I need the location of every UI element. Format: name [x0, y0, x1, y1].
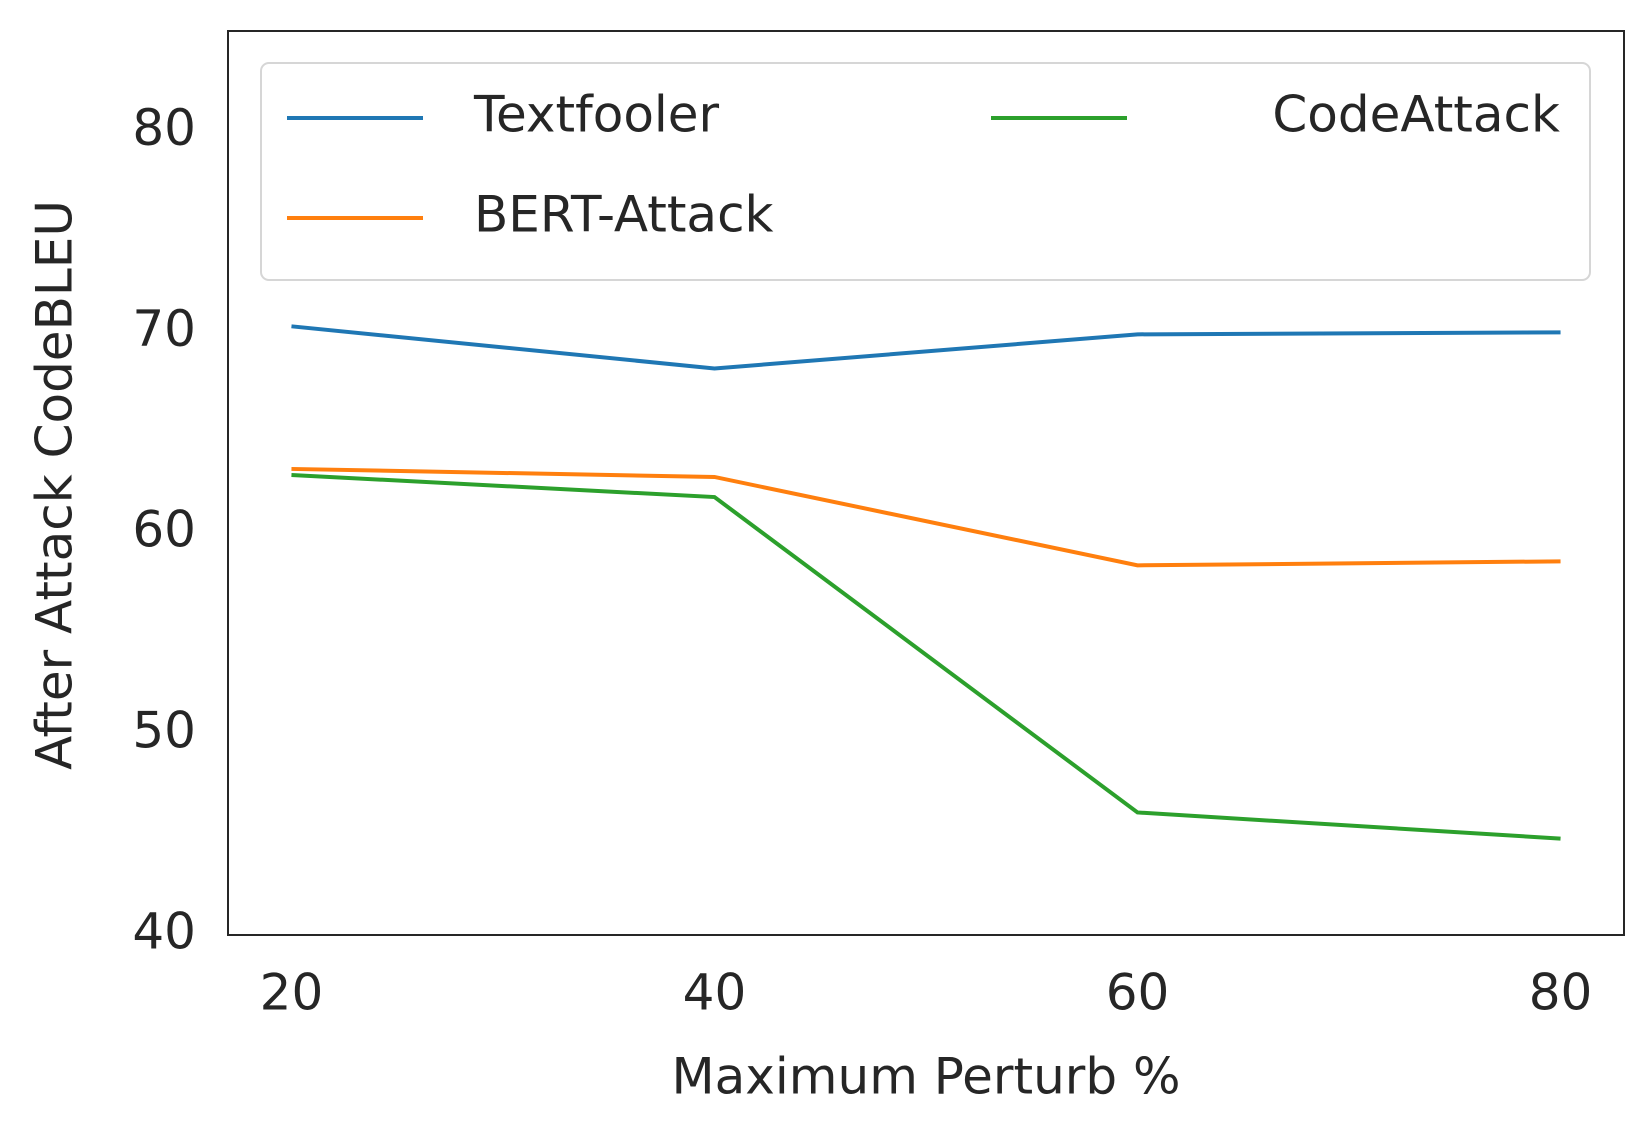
x-tick-label: 40 [683, 964, 747, 1022]
y-tick-label: 50 [132, 702, 196, 760]
legend-label: CodeAttack [1272, 86, 1560, 144]
x-tick-label: 60 [1106, 964, 1170, 1022]
legend-box [260, 62, 1591, 281]
x-axis-label: Maximum Perturb % [672, 1048, 1181, 1106]
y-tick-label: 60 [132, 501, 196, 559]
series-line [291, 472, 1561, 841]
y-tick-label: 80 [132, 99, 196, 157]
x-tick-label: 80 [1529, 964, 1593, 1022]
x-tick-label: 20 [260, 964, 324, 1022]
series-line [291, 466, 1561, 568]
y-tick-label: 70 [132, 300, 196, 358]
series-line [291, 324, 1561, 371]
y-tick-label: 40 [132, 903, 196, 961]
y-axis-label: After Attack CodeBLEU [26, 200, 84, 770]
legend-label: BERT-Attack [474, 186, 774, 244]
legend-label: Textfooler [473, 86, 720, 144]
plot-frame [227, 30, 1625, 936]
